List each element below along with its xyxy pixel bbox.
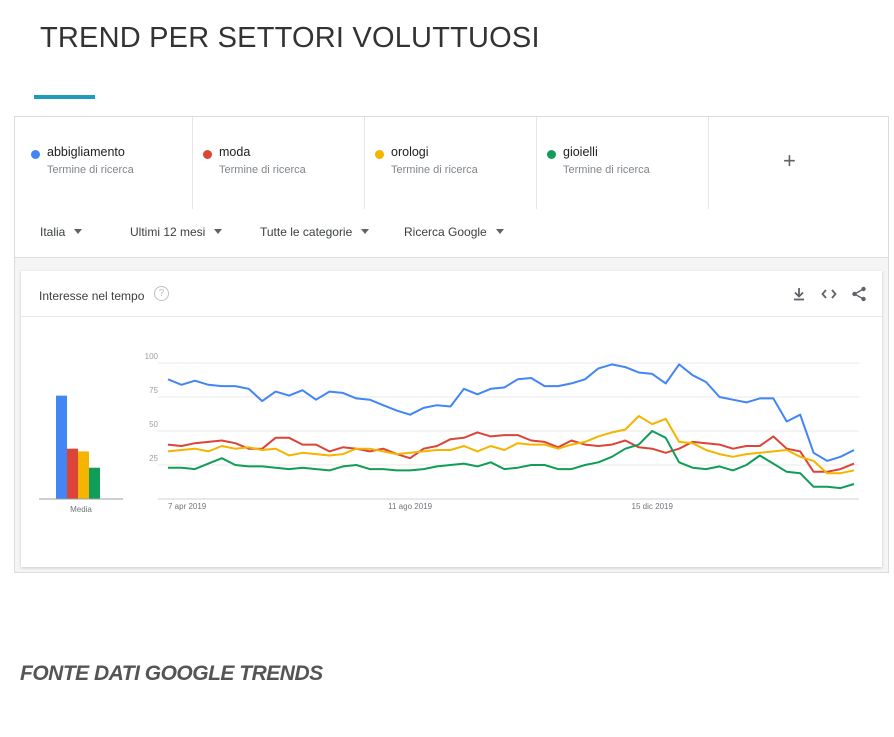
trends-widget: abbigliamento Termine di ricerca moda Te… xyxy=(14,116,889,573)
term-subtitle: Termine di ricerca xyxy=(47,164,134,176)
y-tick-label: 75 xyxy=(149,386,158,395)
caret-down-icon xyxy=(74,229,83,234)
share-icon[interactable] xyxy=(850,285,868,303)
interest-chart: Media 100 75 50 25 7 apr 2019 11 ago 2019 15 d… xyxy=(39,352,859,514)
period-filter-label: Ultimi 12 mesi xyxy=(130,225,206,239)
term-name: gioielli xyxy=(563,145,598,159)
average-bar-abbigliamento xyxy=(56,395,67,499)
region-filter-dropdown[interactable]: Italia xyxy=(40,225,83,239)
series-line-gioielli xyxy=(168,430,855,490)
search-type-filter-dropdown[interactable]: Ricerca Google xyxy=(404,225,504,239)
term-card-moda[interactable]: moda Termine di ricerca xyxy=(193,117,365,209)
average-bar-moda xyxy=(67,448,78,499)
average-bars xyxy=(39,395,123,500)
term-name: moda xyxy=(219,145,251,159)
add-term-button[interactable]: + xyxy=(709,117,888,209)
card-title: Interesse nel tempo xyxy=(39,289,145,303)
average-bar-orologi xyxy=(78,451,89,499)
series-line-moda xyxy=(167,431,855,473)
term-card-abbigliamento[interactable]: abbigliamento Termine di ricerca xyxy=(21,117,193,209)
title-accent-bar xyxy=(34,95,95,99)
term-card-orologi[interactable]: orologi Termine di ricerca xyxy=(365,117,537,209)
embed-icon[interactable] xyxy=(820,285,838,303)
y-tick-label: 100 xyxy=(145,352,159,361)
card-header: Interesse nel tempo ? xyxy=(21,271,882,317)
term-name: orologi xyxy=(391,145,429,159)
filters-row: Italia Ultimi 12 mesi Tutte le categorie… xyxy=(15,209,888,258)
page-title: TREND PER SETTORI VOLUTTUOSI xyxy=(40,22,540,54)
x-tick-label: 7 apr 2019 xyxy=(168,502,207,511)
source-caption: FONTE DATI GOOGLE TRENDS xyxy=(20,662,323,685)
series-color-dot xyxy=(547,150,556,159)
y-tick-label: 25 xyxy=(149,454,158,463)
interest-over-time-card: Interesse nel tempo ? Media 100 75 50 25 7 a… xyxy=(21,271,882,567)
chart-series xyxy=(167,363,855,490)
download-icon[interactable] xyxy=(790,285,808,303)
term-subtitle: Termine di ricerca xyxy=(219,164,306,176)
term-name: abbigliamento xyxy=(47,145,125,159)
plus-icon: + xyxy=(783,148,796,173)
x-tick-label: 15 dic 2019 xyxy=(632,502,674,511)
series-line-abbigliamento xyxy=(167,363,855,462)
caret-down-icon xyxy=(214,229,223,234)
series-color-dot xyxy=(203,150,212,159)
region-filter-label: Italia xyxy=(40,225,66,239)
series-color-dot xyxy=(375,150,384,159)
category-filter-label: Tutte le categorie xyxy=(260,225,353,239)
y-tick-label: 50 xyxy=(149,420,158,429)
caret-down-icon xyxy=(495,229,504,234)
search-type-filter-label: Ricerca Google xyxy=(404,225,487,239)
average-label: Media xyxy=(70,505,92,514)
search-terms-row: abbigliamento Termine di ricerca moda Te… xyxy=(15,117,888,210)
average-bar-gioielli xyxy=(89,467,100,499)
series-line-orologi xyxy=(167,415,855,475)
help-icon[interactable]: ? xyxy=(154,286,169,301)
term-card-gioielli[interactable]: gioielli Termine di ricerca xyxy=(537,117,709,209)
series-color-dot xyxy=(31,150,40,159)
caret-down-icon xyxy=(361,229,370,234)
term-subtitle: Termine di ricerca xyxy=(563,164,650,176)
x-tick-label: 11 ago 2019 xyxy=(388,502,432,511)
term-subtitle: Termine di ricerca xyxy=(391,164,478,176)
period-filter-dropdown[interactable]: Ultimi 12 mesi xyxy=(130,225,223,239)
category-filter-dropdown[interactable]: Tutte le categorie xyxy=(260,225,370,239)
chart-grid: 100 75 50 25 7 apr 2019 11 ago 2019 15 dic 201… xyxy=(145,352,859,511)
